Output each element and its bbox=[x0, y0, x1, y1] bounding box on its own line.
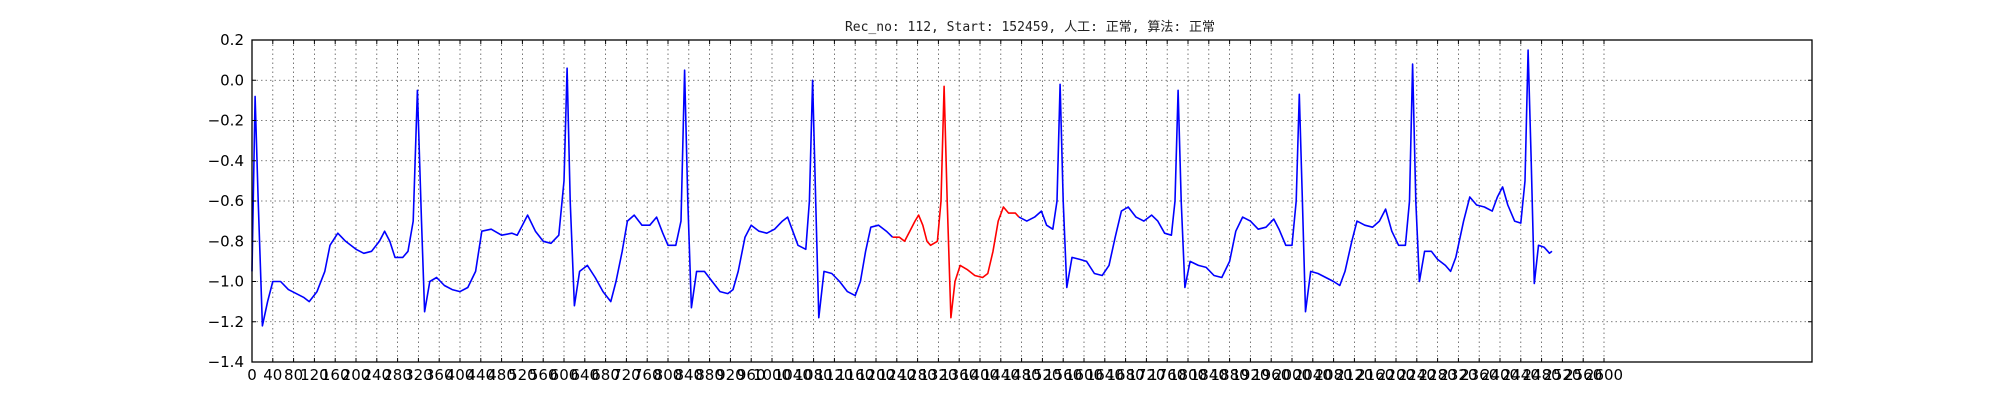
x-tick-label: 920 bbox=[716, 366, 745, 384]
x-tick-label: 2120 bbox=[1335, 366, 1373, 384]
x-tick-label: 880 bbox=[695, 366, 724, 384]
x-tick-label: 1800 bbox=[1169, 366, 1207, 384]
x-tick-label: 80 bbox=[284, 366, 303, 384]
y-tick-label: −0.6 bbox=[208, 192, 244, 210]
x-tick-label: 720 bbox=[612, 366, 641, 384]
x-tick-label: 1320 bbox=[919, 366, 957, 384]
x-tick-label: 400 bbox=[446, 366, 475, 384]
y-tick-label: −0.2 bbox=[208, 112, 244, 130]
x-tick-label: 1760 bbox=[1148, 366, 1186, 384]
x-tick-label: 120 bbox=[300, 366, 329, 384]
x-tick-label: 1120 bbox=[815, 366, 853, 384]
x-tick-label: 2520 bbox=[1543, 366, 1581, 384]
x-tick-label: 560 bbox=[529, 366, 558, 384]
grid bbox=[251, 39, 1812, 363]
x-tick-label: 1040 bbox=[774, 366, 812, 384]
tick-labels: 0 40 8012016020024028032036040044048052056… bbox=[208, 31, 1624, 384]
x-tick-label: 0 bbox=[247, 366, 257, 384]
x-tick-label: 1720 bbox=[1127, 366, 1165, 384]
x-tick-label: 1960 bbox=[1252, 366, 1290, 384]
x-tick-label: 2160 bbox=[1356, 366, 1394, 384]
x-tick-label: 2000 bbox=[1273, 366, 1311, 384]
x-tick-label: 200 bbox=[342, 366, 371, 384]
x-tick-label: 1200 bbox=[857, 366, 895, 384]
x-tick-label: 280 bbox=[383, 366, 412, 384]
chart-title: Rec_no: 112, Start: 152459, 人工: 正常, 算法: … bbox=[845, 20, 1215, 35]
x-tick-label: 160 bbox=[321, 366, 350, 384]
x-tick-label: 1240 bbox=[878, 366, 916, 384]
axis-ticks bbox=[251, 39, 1812, 363]
x-tick-label: 1000 bbox=[753, 366, 791, 384]
y-tick-label: −0.8 bbox=[208, 232, 244, 250]
x-tick-label: 480 bbox=[487, 366, 516, 384]
x-tick-label: 2600 bbox=[1585, 366, 1623, 384]
x-tick-label: 1840 bbox=[1190, 366, 1228, 384]
x-tick-label: 2560 bbox=[1564, 366, 1602, 384]
x-tick-label: 2280 bbox=[1419, 366, 1457, 384]
x-tick-label: 2320 bbox=[1439, 366, 1477, 384]
x-tick-label: 2200 bbox=[1377, 366, 1415, 384]
x-tick-label: 1280 bbox=[899, 366, 937, 384]
x-tick-label: 1160 bbox=[836, 366, 874, 384]
ecg-series-line-1 bbox=[892, 85, 1020, 319]
x-tick-label: 320 bbox=[404, 366, 433, 384]
x-tick-label: 1080 bbox=[795, 366, 833, 384]
x-tick-label: 2440 bbox=[1502, 366, 1540, 384]
x-tick-label: 2080 bbox=[1315, 366, 1353, 384]
x-tick-label: 520 bbox=[508, 366, 537, 384]
x-tick-label: 1600 bbox=[1065, 366, 1103, 384]
x-tick-label: 1680 bbox=[1107, 366, 1145, 384]
x-tick-label: 1640 bbox=[1086, 366, 1124, 384]
y-tick-label: −1.0 bbox=[208, 273, 244, 291]
x-tick-label: 680 bbox=[591, 366, 620, 384]
x-tick-label: 640 bbox=[570, 366, 599, 384]
x-tick-label: 2360 bbox=[1460, 366, 1498, 384]
x-tick-label: 960 bbox=[737, 366, 766, 384]
ecg-series-line-0 bbox=[251, 67, 894, 327]
x-tick-label: 2040 bbox=[1294, 366, 1332, 384]
plot-lines bbox=[251, 49, 1553, 327]
x-tick-label: 360 bbox=[425, 366, 454, 384]
x-tick-label: 1440 bbox=[982, 366, 1020, 384]
y-tick-label: −1.2 bbox=[208, 313, 244, 331]
x-tick-label: 1360 bbox=[940, 366, 978, 384]
ecg-series-line-2 bbox=[1018, 49, 1553, 313]
x-tick-label: 1920 bbox=[1231, 366, 1269, 384]
y-tick-label: 0.0 bbox=[220, 71, 244, 89]
x-tick-label: 1560 bbox=[1044, 366, 1082, 384]
x-tick-label: 840 bbox=[674, 366, 703, 384]
x-tick-label: 1400 bbox=[961, 366, 999, 384]
x-tick-label: 2240 bbox=[1398, 366, 1436, 384]
x-tick-label: 1520 bbox=[1023, 366, 1061, 384]
x-tick-label: 760 bbox=[633, 366, 662, 384]
x-tick-label: 800 bbox=[654, 366, 683, 384]
x-tick-label: 40 bbox=[263, 366, 282, 384]
x-tick-label: 440 bbox=[466, 366, 495, 384]
y-tick-label: 0.2 bbox=[220, 31, 244, 49]
x-tick-label: 240 bbox=[362, 366, 391, 384]
x-tick-label: 2400 bbox=[1481, 366, 1519, 384]
x-tick-label: 2480 bbox=[1523, 366, 1561, 384]
y-tick-label: −0.4 bbox=[208, 152, 244, 170]
x-tick-label: 1880 bbox=[1211, 366, 1249, 384]
y-tick-label: −1.4 bbox=[208, 353, 244, 371]
x-tick-label: 1480 bbox=[1003, 366, 1041, 384]
x-tick-label: 600 bbox=[550, 366, 579, 384]
